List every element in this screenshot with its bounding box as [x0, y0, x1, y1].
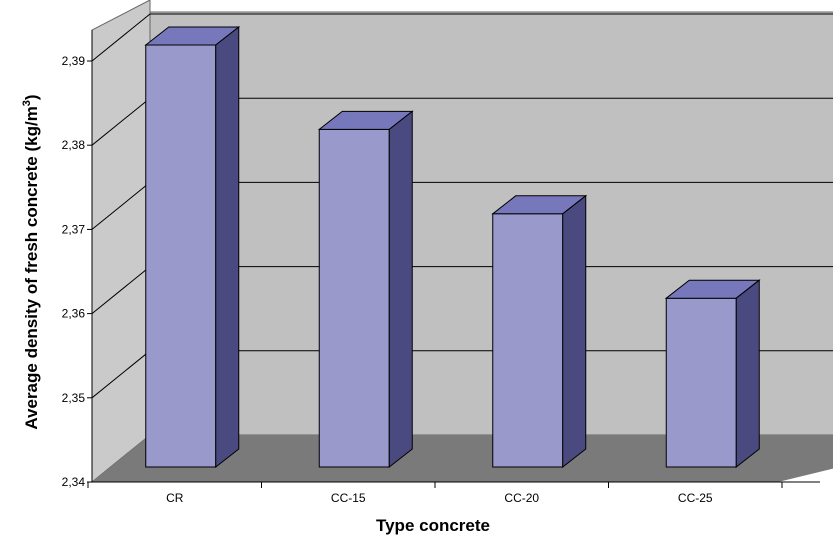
bar-front-face: [145, 44, 217, 468]
bar-front-face: [318, 128, 390, 468]
y-tick-label: 2,36: [62, 307, 86, 321]
gridline: [91, 13, 833, 62]
x-axis-title: Type concrete: [376, 516, 490, 535]
bar-cc-25: [664, 279, 761, 469]
bar-cc-15: [317, 110, 414, 469]
y-tick-label: 2,34: [62, 475, 86, 489]
y-axis-title-suffix: ): [22, 94, 41, 100]
chart-side-wall: [91, 0, 151, 484]
y-tick-labels: 2,34 2,35 2,36 2,37 2,38 2,39: [62, 54, 92, 489]
y-tick-label: 2,38: [62, 138, 86, 152]
bar-side-face: [735, 279, 760, 469]
bar-side-face: [562, 194, 587, 469]
x-tick-label: CC-25: [678, 491, 713, 505]
x-tick-labels: CR CC-15 CC-20 CC-25: [87, 482, 783, 505]
chart-floor: [92, 435, 833, 482]
y-tick-label: 2,39: [62, 54, 86, 68]
y-axis-title-superscript: 3: [21, 100, 33, 106]
x-tick-label: CR: [166, 491, 184, 505]
bar-side-face: [215, 25, 240, 469]
y-tick-label: 2,35: [62, 391, 86, 405]
bar-side-face: [388, 110, 413, 469]
y-tick-label: 2,37: [62, 222, 86, 236]
axes: [91, 30, 820, 483]
x-tick-label: CC-20: [504, 491, 539, 505]
bar-cc-20: [491, 194, 588, 469]
y-axis-title-main: Average density of fresh concrete (kg/m: [22, 106, 41, 429]
bar-front-face: [492, 213, 564, 468]
x-tick-label: CC-15: [331, 491, 366, 505]
bar-front-face: [665, 297, 737, 468]
bars: [144, 25, 761, 469]
y-axis-title: Average density of fresh concrete (kg/m3…: [21, 94, 41, 429]
bar-cr: [144, 25, 241, 469]
